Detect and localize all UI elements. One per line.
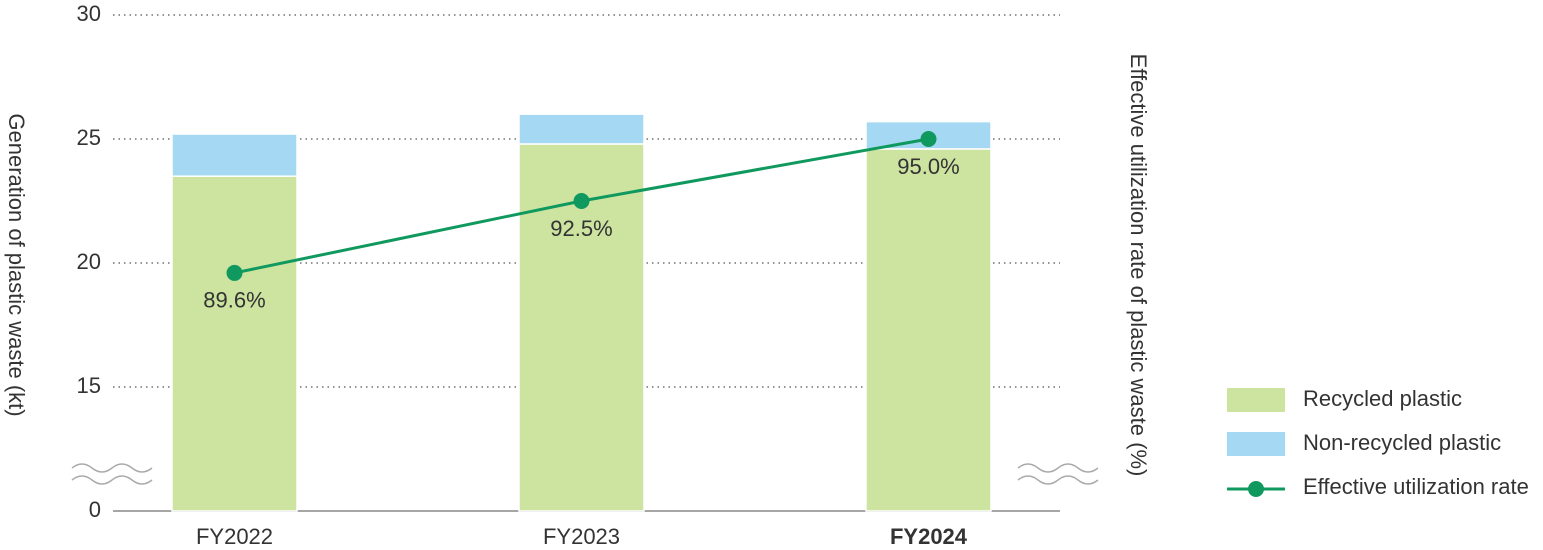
x-tick-label: FY2024 <box>890 524 968 549</box>
data-label: 95.0% <box>897 154 959 179</box>
bar-segment <box>865 148 992 512</box>
y-tick-label: 15 <box>77 373 101 398</box>
line-point <box>920 131 937 147</box>
legend-label: Effective utilization rate <box>1303 474 1529 499</box>
y-axis-label: Generation of plastic waste (kt) <box>4 113 29 416</box>
x-tick-label: FY2022 <box>196 524 273 549</box>
y-tick-label: 25 <box>77 125 101 150</box>
data-label: 89.6% <box>203 288 265 313</box>
y2-axis-label: Effective utilization rate of plastic wa… <box>1126 54 1151 477</box>
legend-swatch <box>1227 432 1285 456</box>
bar-segment <box>171 133 298 177</box>
y-tick-label: 0 <box>89 497 101 522</box>
legend-label: Recycled plastic <box>1303 386 1462 411</box>
line-point <box>226 264 243 281</box>
legend-marker <box>1248 481 1264 497</box>
bar-segment <box>518 113 645 145</box>
legend-swatch <box>1227 388 1285 412</box>
bar-segment <box>171 175 298 512</box>
axis-break <box>71 463 1099 485</box>
data-label: 92.5% <box>550 216 612 241</box>
y-tick-label: 30 <box>77 1 101 26</box>
legend-label: Non-recycled plastic <box>1303 430 1501 455</box>
x-tick-label: FY2023 <box>543 524 620 549</box>
line-point <box>573 193 590 209</box>
y-tick-label: 20 <box>77 249 101 274</box>
